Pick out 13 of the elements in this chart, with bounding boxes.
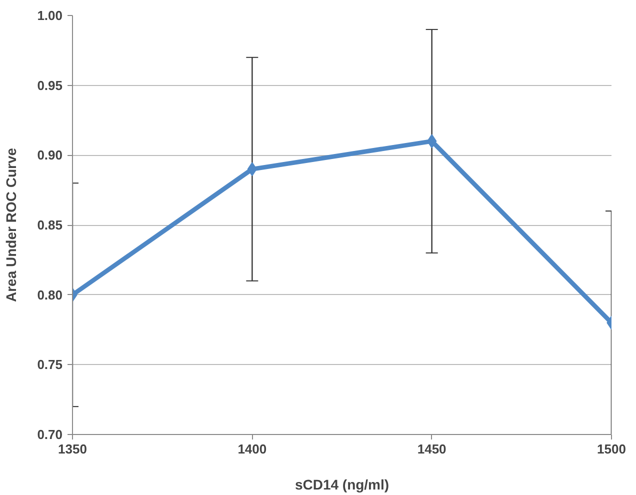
y-tick-label: 0.70	[37, 427, 63, 442]
x-tick-label: 1500	[597, 442, 626, 456]
y-tick-label: 0.80	[37, 287, 63, 302]
y-tick-label: 0.90	[37, 148, 63, 163]
y-tick-label: 0.75	[37, 357, 63, 372]
x-tick-label: 1400	[238, 442, 267, 456]
y-tick-label: 0.95	[37, 78, 63, 93]
y-tick-label: 0.85	[37, 218, 63, 232]
x-tick-label: 1350	[58, 442, 87, 456]
x-tick-label: 1450	[417, 442, 446, 456]
y-tick-label: 1.00	[37, 8, 63, 23]
y-axis-title: Area Under ROC Curve	[3, 148, 20, 302]
x-axis-title: sCD14 (ng/ml)	[294, 476, 390, 492]
